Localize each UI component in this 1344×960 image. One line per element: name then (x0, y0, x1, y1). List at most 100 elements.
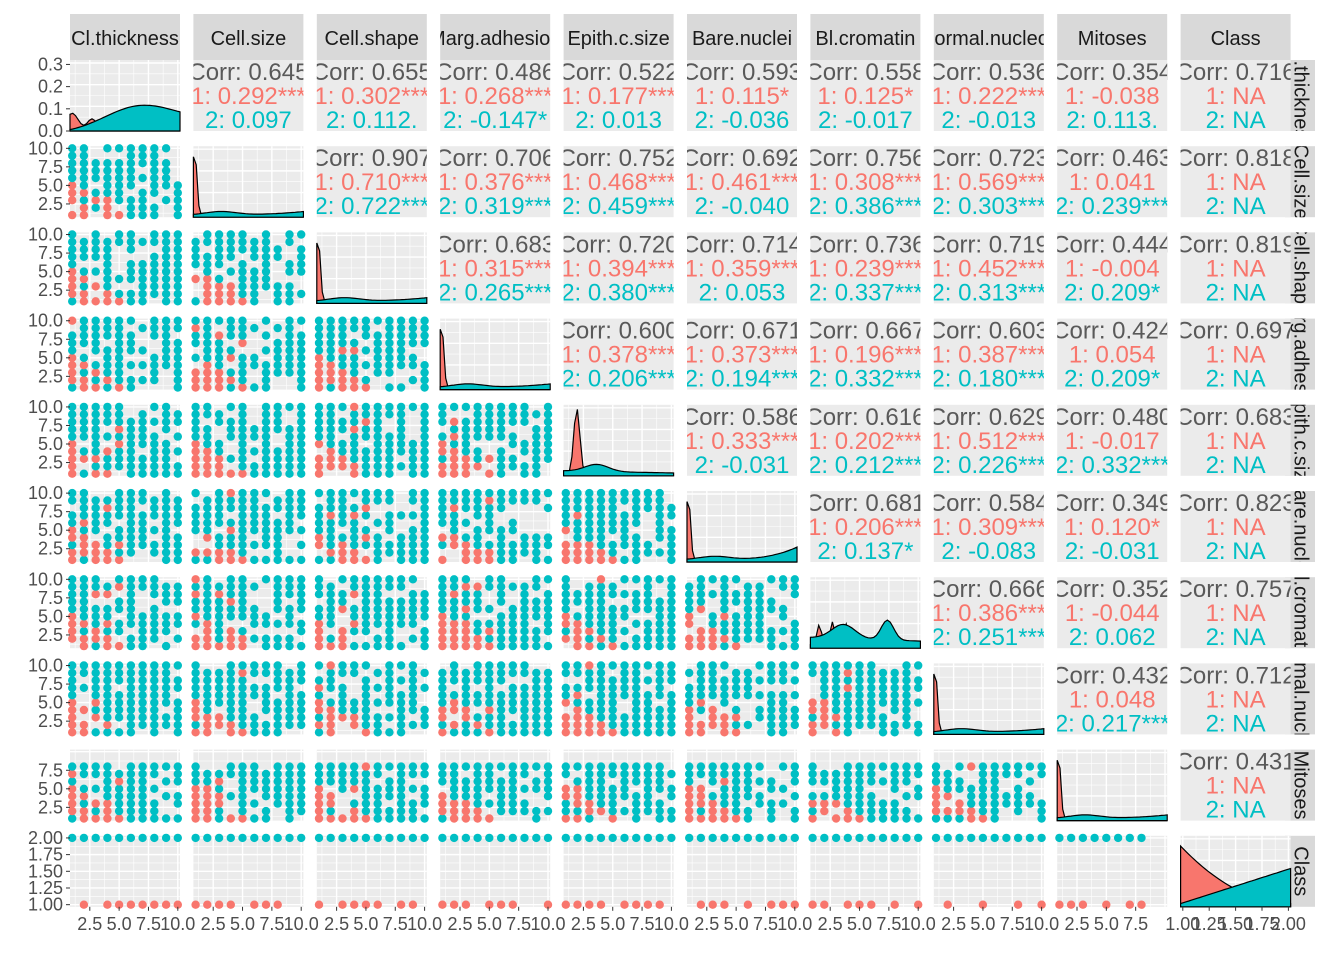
scatter-point (91, 762, 100, 771)
scatter-point (161, 282, 171, 291)
scatter-point (79, 668, 89, 678)
scatter-point (238, 518, 247, 527)
scatter-point (226, 814, 235, 823)
scatter-point (585, 784, 594, 793)
scatter-point (508, 439, 517, 449)
scatter-point (485, 503, 494, 513)
scatter-point (731, 806, 741, 816)
scatter-point (361, 462, 371, 471)
scatter-point (350, 548, 359, 557)
scatter-point (214, 361, 224, 370)
scatter-point (485, 661, 494, 670)
scatter-point (326, 683, 335, 692)
scatter-point (1025, 762, 1035, 771)
scatter-point (238, 383, 247, 392)
scatter-point (103, 555, 112, 565)
scatter-point (203, 368, 212, 377)
y-tick-label: 1.75 (28, 845, 63, 865)
scatter-point (250, 540, 259, 550)
scatter-point (608, 526, 617, 535)
scatter-point (114, 144, 124, 153)
corr-group-1: 1: NA (1206, 169, 1266, 196)
scatter-point (608, 627, 617, 636)
scatter-point (655, 806, 664, 816)
scatter-point (743, 582, 753, 591)
scatter-point (203, 503, 212, 513)
scatter-point (731, 705, 741, 715)
scatter-point (385, 784, 394, 793)
scatter-point (461, 518, 471, 527)
scatter-point (161, 792, 171, 801)
scatter-point (643, 627, 653, 636)
scatter-point (173, 511, 182, 520)
scatter-point (843, 762, 852, 771)
scatter-point (473, 627, 482, 636)
scatter-point (461, 582, 471, 591)
scatter-point (314, 432, 324, 441)
x-tick-label: 1.50 (1218, 914, 1253, 934)
scatter-point (596, 612, 606, 621)
scatter-point (261, 260, 271, 269)
scatter-point (620, 713, 629, 722)
scatter-point (214, 555, 224, 565)
scatter-point (326, 582, 335, 591)
scatter-point (685, 762, 694, 771)
scatter-point (708, 590, 717, 599)
scatter-point (520, 691, 529, 700)
y-tick-label: 5.0 (38, 175, 63, 195)
scatter-point (297, 245, 306, 254)
scatter-point (114, 668, 124, 678)
scatter-point (655, 769, 664, 779)
scatter-point (68, 668, 77, 678)
scatter-point (408, 447, 418, 456)
scatter-point (508, 410, 517, 419)
corr-group-2: 2: 0.251*** (931, 624, 1046, 651)
scatter-point (68, 540, 77, 550)
scatter-point (203, 612, 212, 621)
x-tick-label: 10.0 (160, 914, 195, 934)
scatter-point (620, 833, 629, 843)
scatter-point (103, 720, 112, 730)
scatter-point (226, 368, 235, 377)
scatter-point (385, 619, 394, 628)
scatter-point (520, 612, 529, 621)
scatter-point (485, 526, 494, 535)
scatter-point (114, 661, 124, 670)
scatter-point (396, 402, 406, 412)
scatter-point (361, 900, 371, 909)
scatter-point (902, 698, 911, 707)
scatter-point (79, 728, 89, 737)
scatter-point (720, 604, 729, 614)
scatter-point (843, 728, 852, 737)
scatter-point (161, 166, 171, 175)
corr-group-2: 2: -0.147* (443, 107, 547, 134)
scatter-point (114, 604, 124, 614)
scatter-point (767, 597, 776, 606)
scatter-point (338, 447, 347, 456)
scatter-point (731, 762, 741, 771)
corr-group-1: 1: 0.315*** (438, 255, 553, 282)
scatter-point (91, 769, 100, 779)
scatter-point (314, 402, 324, 412)
scatter-point (314, 361, 324, 370)
scatter-point (808, 713, 817, 722)
scatter-point (126, 582, 136, 591)
y-tick-label: 10.0 (28, 225, 63, 245)
scatter-point (297, 383, 306, 392)
scatter-point (68, 604, 77, 614)
scatter-point (696, 769, 706, 779)
scatter-point (420, 792, 429, 801)
scatter-point (91, 469, 100, 478)
scatter-point (878, 691, 888, 700)
scatter-point (620, 792, 629, 801)
scatter-point (68, 777, 77, 786)
scatter-point (226, 728, 235, 737)
scatter-point (438, 713, 447, 722)
scatter-point (91, 252, 100, 261)
scatter-point (890, 814, 899, 823)
scatter-point (226, 540, 235, 550)
scatter-point (396, 833, 406, 843)
scatter-point (967, 792, 976, 801)
scatter-point (608, 691, 617, 700)
scatter-point (361, 784, 371, 793)
